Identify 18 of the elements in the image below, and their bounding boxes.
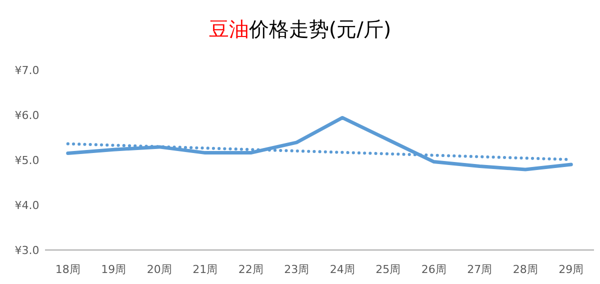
ytick: ¥3.0 xyxy=(14,244,40,257)
xtick: 28周 xyxy=(512,263,538,276)
xtick: 24周 xyxy=(330,263,355,276)
xtick: 20周 xyxy=(146,263,172,276)
xtick: 19周 xyxy=(101,263,126,276)
xtick: 25周 xyxy=(376,263,401,276)
xtick: 23周 xyxy=(284,263,310,276)
xtick: 22周 xyxy=(238,263,264,276)
ytick: ¥6.0 xyxy=(14,109,40,122)
xtick: 29周 xyxy=(558,263,584,276)
title: 豆油价格走势(元/斤) xyxy=(208,17,392,41)
xtick: 26周 xyxy=(421,263,446,276)
ytick: ¥7.0 xyxy=(14,64,40,77)
ytick: ¥4.0 xyxy=(14,199,40,212)
xtick: 21周 xyxy=(192,263,218,276)
xtick: 18周 xyxy=(55,263,80,276)
ytick: ¥5.0 xyxy=(14,154,40,167)
xtick: 27周 xyxy=(467,263,492,276)
